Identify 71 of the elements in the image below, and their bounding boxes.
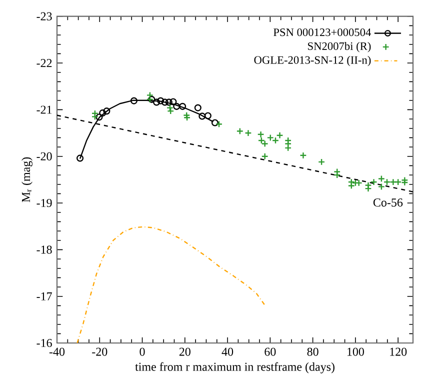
point [179,102,186,110]
point [276,132,284,139]
y-axis-title: M$_{r}$ (mag) [22,157,32,202]
point [198,112,206,120]
point [355,179,362,186]
point [204,112,212,120]
y-tick-label: -20 [36,152,52,160]
point [173,102,180,110]
point [364,185,372,192]
point [96,114,103,121]
point [184,114,191,122]
y-tick-label: -19 [36,198,52,208]
legend-label: OGLE-2013-SN-12 (II-n) [254,56,371,66]
point [130,97,138,104]
y-tick-label: -23 [36,12,52,20]
annotation: Co-56 [373,198,403,207]
point [364,182,372,189]
point [153,98,160,106]
point [261,140,268,148]
y-tick-label: -17 [36,292,52,300]
point [244,129,252,137]
point [258,136,265,144]
y-tick-label: -22 [36,59,52,67]
x-tick-label: 20 [179,348,190,356]
point [215,120,223,128]
legend-label: PSN 000123+000504 [274,28,372,36]
point [165,98,172,106]
point [401,176,408,184]
point [194,104,202,112]
point [378,183,385,190]
point [166,104,174,112]
y-tick-label: -21 [36,106,52,114]
point [99,109,106,116]
line-series [76,226,266,344]
y-tick-label: -18 [36,246,52,254]
point [284,144,292,152]
point [103,108,110,115]
x-tick-label: -40 [49,348,65,356]
point [167,108,174,115]
point [161,98,168,106]
point [211,119,218,126]
point [334,168,341,176]
point [352,179,359,186]
point [370,178,378,186]
x-tick-label: 80 [307,348,318,356]
x-tick-label: 0 [140,348,145,356]
point [348,182,355,190]
point [334,171,341,179]
x-axis-title: time from r maximum in restframe (days) [135,362,334,374]
point [318,158,326,166]
x-tick-label: 120 [390,348,407,356]
point [300,152,307,159]
x-tick-label: 60 [264,348,276,356]
point [183,112,190,119]
x-tick-label: -20 [92,348,108,356]
point [348,178,355,186]
point [284,140,292,148]
point [146,92,154,99]
point [257,130,264,138]
point [390,178,397,186]
point [91,113,98,120]
x-tick-label: 100 [347,348,364,356]
point [236,128,244,135]
point [394,178,402,186]
point [157,97,164,104]
y-tick-label: -16 [36,338,52,348]
point [170,98,177,106]
point [91,110,98,117]
x-tick-label: 40 [222,348,234,356]
legend-label: SN2007bi (R) [308,42,371,52]
point [261,152,268,160]
